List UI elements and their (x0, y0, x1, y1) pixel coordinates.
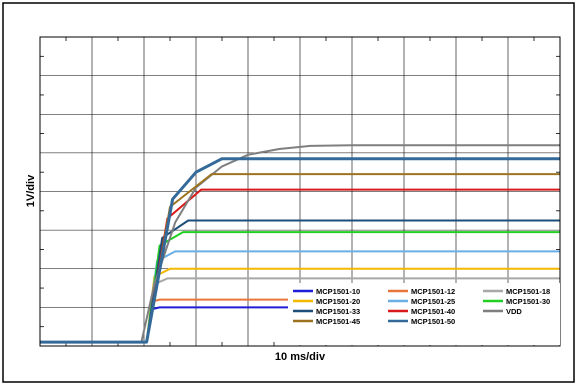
legend-background (288, 283, 560, 345)
x-axis-label: 10 ms/div (275, 351, 326, 363)
y-axis-label: 1V/div (25, 174, 37, 207)
legend-label-mcp1501-40: MCP1501-40 (411, 307, 455, 316)
legend-label-mcp1501-45: MCP1501-45 (316, 317, 360, 326)
legend-label-mcp1501-18: MCP1501-18 (506, 287, 550, 296)
series-layer (40, 144, 560, 344)
legend-label-mcp1501-25: MCP1501-25 (411, 297, 455, 306)
legend-label-mcp1501-30: MCP1501-30 (506, 297, 550, 306)
plot-border (39, 36, 561, 347)
legend-label-mcp1501-33: MCP1501-33 (316, 307, 360, 316)
series-line-vdd (40, 144, 560, 344)
legend-label-mcp1501-12: MCP1501-12 (411, 287, 455, 296)
legend-label-vdd: VDD (506, 307, 522, 316)
legend-label-mcp1501-50: MCP1501-50 (411, 317, 455, 326)
legend-label-mcp1501-20: MCP1501-20 (316, 297, 360, 306)
legend-label-mcp1501-10: MCP1501-10 (316, 287, 360, 296)
series-line-mcp1501-50 (40, 157, 560, 344)
legend: MCP1501-10 MCP1501-12 MCP1501-18 MCP1501-20… (288, 283, 560, 345)
